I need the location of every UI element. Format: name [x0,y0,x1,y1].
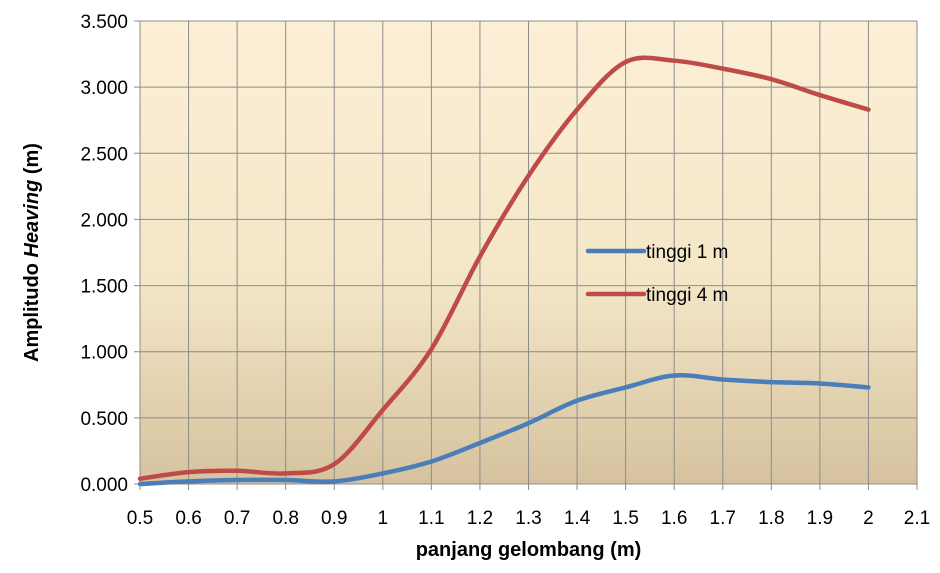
x-tick-labels: 0.5 0.6 0.7 0.8 0.9 1 1.1 1.2 1.3 1.4 1.5 1.6 1.7 1.8… [127,508,930,529]
x-tick-label: 0.7 [224,508,250,529]
x-tick-label: 1.2 [467,508,493,529]
y-tick-label: 1.000 [80,343,128,364]
y-axis-title: Amplitudo Heaving (m) [21,143,43,362]
y-tick-label: 2.000 [80,210,128,231]
series-layer [137,55,871,487]
series-line-1 [137,373,871,487]
y-axis-title-italic: Heaving [21,180,43,258]
legend-label-2: tinggi 4 m [646,285,728,306]
x-tick-label: 1.1 [418,508,444,529]
x-tick-label: 1.6 [661,508,687,529]
legend-label-1: tinggi 1 m [646,242,728,263]
x-tick-label: 1.7 [710,508,736,529]
y-tick-label: 1.500 [80,277,128,298]
x-tick-label: 0.5 [127,508,153,529]
series-line-2 [137,55,871,481]
x-tick-label: 1.9 [807,508,833,529]
x-tick-label: 1.3 [515,508,541,529]
y-tick-label: 0.000 [80,475,128,496]
y-tick-label: 3.000 [80,78,128,99]
x-tick-label: 1.8 [758,508,784,529]
x-axis-title: panjang gelombang (m) [416,539,642,561]
x-tick-label: 0.6 [175,508,201,529]
x-tick-label: 2 [863,508,874,529]
y-tick-label: 2.500 [80,144,128,165]
y-axis-title-prefix: Amplitudo [21,258,43,362]
x-tick-label: 1.4 [564,508,591,529]
x-tick-label: 1 [378,508,389,529]
x-tick-label: 1.5 [612,508,638,529]
y-tick-labels: 0.000 0.500 1.000 1.500 2.000 2.500 3.000 3.500 [80,12,128,496]
x-tick-label: 0.9 [321,508,347,529]
legend: tinggi 1 m tinggi 4 m [585,242,728,306]
y-tick-label: 0.500 [80,409,128,430]
y-axis-title-suffix: (m) [21,143,43,180]
x-tick-label: 0.8 [272,508,298,529]
y-tick-label: 3.500 [80,12,128,33]
x-tick-label: 2.1 [904,508,930,529]
